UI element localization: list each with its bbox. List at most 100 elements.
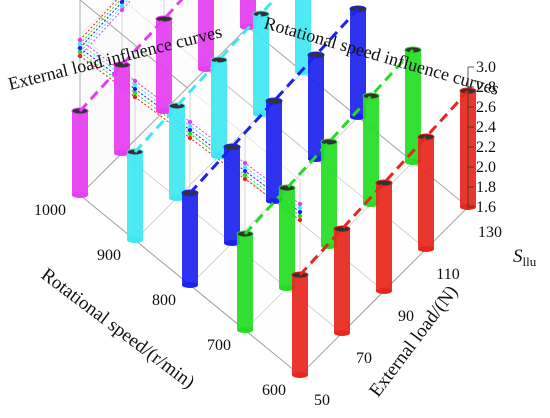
left-wall-marker [132,82,138,88]
bar-body [363,96,379,204]
bar-body [376,183,392,291]
left-wall-marker [297,217,303,223]
back-wall-curve [79,0,132,57]
left-wall-marker [132,94,138,100]
bar-base [292,372,308,378]
y-tick-label: 800 [152,292,176,309]
bar-body [321,142,337,246]
left-wall-marker [242,164,248,170]
x-tick-label: 110 [436,266,459,283]
bar-top [375,179,393,187]
bar [320,138,338,249]
bar [278,184,296,291]
bar-top [155,15,173,23]
bar [375,179,393,294]
left-wall-marker [187,131,193,137]
bar-body [156,19,172,111]
bar-base [405,159,421,165]
bar-top [210,56,228,64]
left-wall-marker [297,213,303,219]
bar-base [72,192,88,198]
bar [181,189,199,288]
left-wall-marker [77,45,83,51]
bar [71,107,89,198]
bar-body [279,188,295,288]
y-tick-label: 900 [97,247,121,264]
bar-body [266,101,282,201]
bar-body [253,14,269,114]
bar-base [198,66,214,72]
bar-base [182,282,198,288]
chart-bars [71,0,477,378]
series-line [243,48,415,236]
back-wall-marker [119,3,125,9]
bar-body [169,106,185,198]
bar-base [334,330,350,336]
bar [333,225,351,336]
back-wall-marker [119,7,125,13]
bar-base [127,237,143,243]
series-line [298,89,470,277]
left-wall-marker [132,86,138,92]
bar-body [211,60,227,156]
bar-body [182,193,198,285]
bar-base [114,150,130,156]
bar [126,148,144,243]
bar-base [253,111,269,117]
bar-body [334,229,350,333]
left-wall-marker [187,119,193,125]
bar [168,102,186,201]
left-wall-marker [297,205,303,211]
left-wall-marker [187,135,193,141]
left-wall-marker [187,127,193,133]
bar [236,230,254,333]
series-line [133,0,276,154]
left-wall-marker [77,41,83,47]
bar-base [237,327,253,333]
bar-body [292,275,308,375]
z-tick-label: 2.6 [476,99,496,116]
back-wall-marker [119,0,125,5]
bar-body [350,9,366,117]
back-wall-curve [79,0,118,41]
bar [210,56,228,159]
bar-base [376,288,392,294]
bar-base [156,108,172,114]
left-wall-marker [297,201,303,207]
bar-top [113,61,131,69]
bar [113,61,131,156]
x-axis-title: External load/(N) [365,282,462,401]
bar-body [418,137,434,249]
bar [155,15,173,114]
y-axis-title: Rotational speed/(r/min) [37,264,198,393]
bar-base [169,195,185,201]
left-wall-marker [187,123,193,129]
left-wall-marker [77,37,83,43]
left-wall-marker [132,90,138,96]
bar-body [224,147,240,243]
y-tick-label: 700 [207,337,231,354]
bar-top [362,92,380,100]
left-wall-marker [242,160,248,166]
z-tick-label: 3.0 [476,59,496,76]
y-tick-label: 1000 [34,202,66,219]
bar [198,0,214,72]
bar-top [252,10,270,18]
z-axis-title-sub: llu [523,254,537,269]
bar [252,10,270,117]
back-grid-line [79,0,116,36]
left-wall-marker [132,78,138,84]
bar-top [278,184,296,192]
bar-body [308,55,324,159]
z-tick-label: 2.4 [476,119,496,136]
bar-body [198,0,214,69]
bar [265,97,283,204]
x-tick-label: 50 [314,392,330,409]
bar-body [72,111,88,195]
series-line [188,7,360,195]
bar-body [240,0,256,27]
series-lines [78,0,470,277]
z-axis-title: Sllu [513,246,537,269]
bar-top [417,133,435,141]
